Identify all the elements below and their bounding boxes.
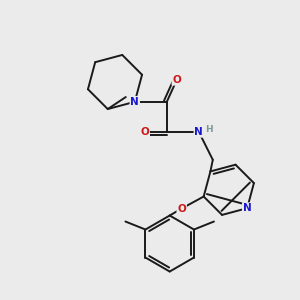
Text: O: O	[172, 75, 181, 85]
Text: O: O	[177, 203, 186, 214]
Text: N: N	[130, 97, 139, 107]
Text: N: N	[243, 203, 252, 213]
Text: N: N	[194, 127, 203, 137]
Text: O: O	[140, 127, 149, 137]
Text: H: H	[205, 125, 213, 134]
